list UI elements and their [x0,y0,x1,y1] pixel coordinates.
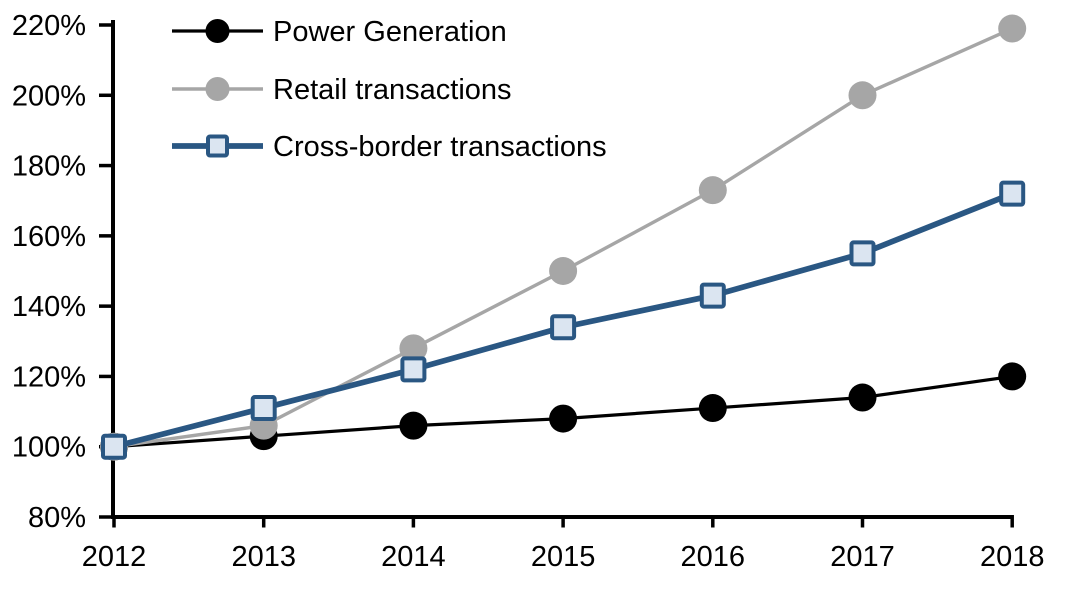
data-point-marker [549,404,578,433]
data-point-marker [849,240,876,267]
data-point-marker [698,394,727,423]
y-tick-label: 140% [12,291,86,323]
data-point-marker [400,356,427,383]
series-cross-border-transactions [101,180,1026,460]
data-point-marker [399,334,428,363]
x-tick-label: 2012 [82,541,147,573]
legend-item-cross-border-transactions: Cross-border transactions [172,131,607,163]
legend-label: Retail transactions [273,74,512,106]
y-tick-label: 220% [12,10,86,42]
y-axis-ticks: 80% 100% 120% 140% 160% 180% 200% 220% [12,10,114,534]
data-point-marker [101,433,127,460]
series-line-retail-transactions [113,26,1013,449]
x-axis-ticks: 2012 2013 2014 2015 2016 2017 2018 [82,515,1045,573]
series-retail-transactions [100,14,1027,461]
data-point-marker [699,282,726,309]
data-point-marker [399,411,428,440]
y-tick-label: 160% [12,221,86,253]
legend: Power Generation Retail transactions Cross… [172,16,607,163]
legend-square-marker-icon [206,134,229,158]
legend-circle-marker-icon [205,19,230,43]
x-tick-label: 2014 [381,541,446,573]
data-point-marker [698,176,727,205]
data-point-marker [848,383,877,412]
data-point-marker [998,14,1027,43]
legend-item-retail-transactions: Retail transactions [172,74,512,106]
y-tick-label: 200% [12,80,86,112]
data-point-marker [549,257,578,285]
data-point-marker [550,314,577,341]
x-tick-label: 2017 [830,541,895,573]
y-tick-label: 80% [28,502,86,534]
x-tick-label: 2013 [231,541,296,573]
y-tick-label: 120% [12,361,86,393]
legend-circle-marker-icon [205,77,230,101]
legend-item-power-generation: Power Generation [172,16,507,48]
data-point-marker [250,395,277,422]
x-tick-label: 2016 [681,541,746,573]
x-tick-label: 2015 [531,541,596,573]
legend-label: Cross-border transactions [273,131,607,163]
legend-label: Power Generation [273,16,507,48]
y-tick-label: 100% [12,432,86,464]
x-tick-label: 2018 [980,541,1045,573]
y-tick-label: 180% [12,151,86,183]
data-point-marker [848,81,877,110]
data-point-marker [999,180,1026,207]
data-point-marker [998,362,1027,391]
